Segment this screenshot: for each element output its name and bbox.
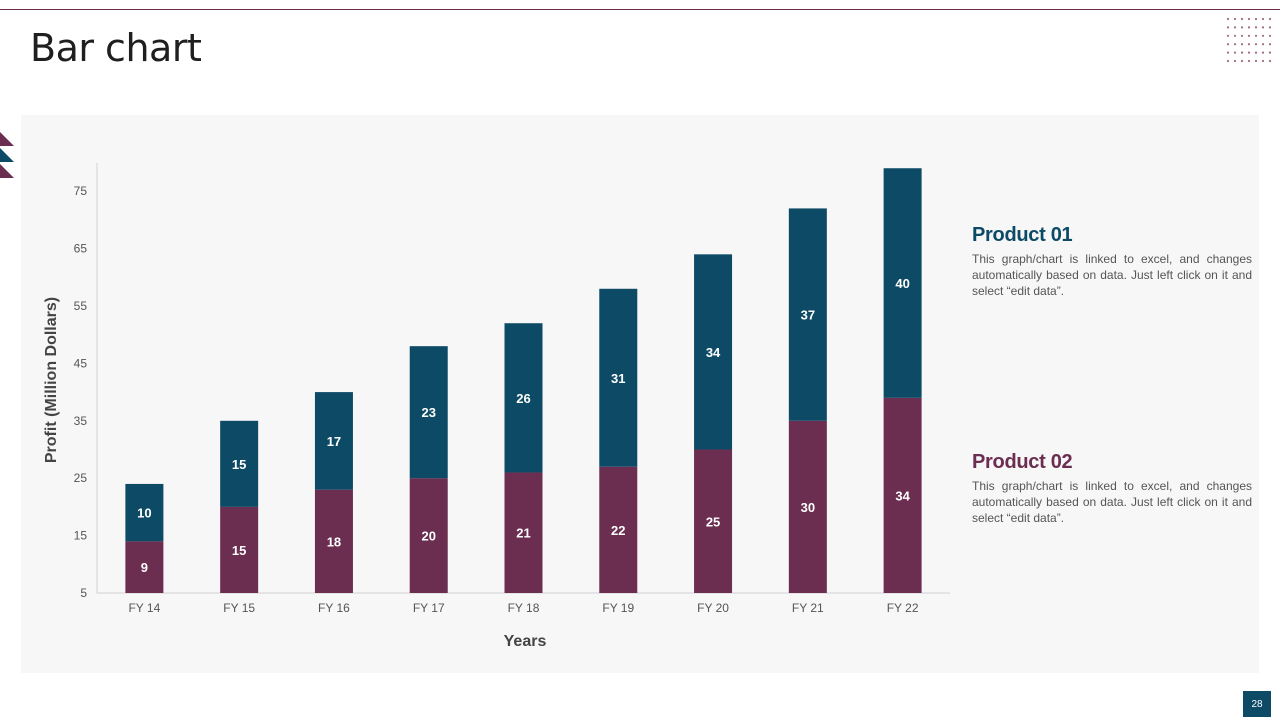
y-axis-title: Profit (Million Dollars) — [43, 297, 60, 463]
data-label-product-01: 26 — [516, 391, 530, 406]
bar-product-02 — [220, 506, 259, 593]
page-title: Bar chart — [30, 26, 202, 70]
bar-product-02 — [409, 478, 448, 593]
bar-product-02 — [314, 489, 353, 593]
x-tick-label: FY 16 — [318, 601, 350, 615]
bar-product-02 — [504, 472, 543, 593]
legend-description-product-01: This graph/chart is linked to excel, and… — [972, 252, 1252, 298]
bar-product-01 — [314, 392, 353, 490]
y-tick-label: 15 — [74, 529, 88, 543]
bar-product-02 — [883, 397, 922, 593]
data-label-product-01: 15 — [232, 457, 246, 472]
bar-product-01 — [883, 168, 922, 398]
data-label-product-01: 37 — [801, 308, 815, 323]
data-label-product-01: 23 — [421, 405, 435, 420]
top-accent-rule — [0, 9, 1280, 10]
data-label-product-02: 34 — [895, 488, 910, 503]
y-tick-label: 35 — [74, 414, 88, 428]
bar-product-01 — [125, 483, 164, 542]
bar-product-02 — [694, 449, 733, 593]
data-label-product-02: 9 — [141, 560, 148, 575]
data-label-product-02: 30 — [801, 500, 815, 515]
bar-product-01 — [788, 208, 827, 421]
bar-product-02 — [125, 541, 164, 593]
y-tick-label: 75 — [74, 184, 88, 198]
side-triangles-decoration — [0, 132, 14, 178]
bar-product-01 — [504, 323, 543, 473]
y-tick-label: 55 — [74, 299, 88, 313]
data-label-product-02: 18 — [327, 534, 341, 549]
x-tick-label: FY 17 — [413, 601, 445, 615]
dot-grid-decoration — [1226, 17, 1272, 63]
legend-description-product-02: This graph/chart is linked to excel, and… — [972, 479, 1252, 525]
bar-product-01 — [409, 346, 448, 479]
x-tick-label: FY 21 — [792, 601, 824, 615]
data-label-product-01: 34 — [706, 345, 721, 360]
x-tick-label: FY 22 — [887, 601, 919, 615]
y-tick-label: 45 — [74, 356, 88, 370]
legend-title-product-02: Product 02 — [972, 451, 1073, 473]
page-number-badge: 28 — [1243, 691, 1271, 717]
data-label-product-01: 40 — [895, 276, 909, 291]
data-label-product-01: 31 — [611, 371, 625, 386]
y-tick-label: 65 — [74, 242, 88, 256]
data-label-product-02: 21 — [516, 526, 530, 541]
legend-product-01: Product 01 This graph/chart is linked to… — [972, 224, 1252, 299]
bar-product-02 — [599, 466, 638, 593]
data-label-product-01: 17 — [327, 434, 341, 449]
data-label-product-02: 22 — [611, 523, 625, 538]
x-tick-label: FY 14 — [128, 601, 160, 615]
data-label-product-02: 20 — [421, 529, 435, 544]
bar-product-01 — [220, 420, 259, 507]
data-label-product-02: 15 — [232, 543, 246, 558]
y-tick-label: 25 — [74, 471, 88, 485]
x-tick-label: FY 20 — [697, 601, 729, 615]
y-tick-label: 5 — [80, 586, 87, 600]
bar-product-01 — [694, 254, 733, 450]
legend-product-02: Product 02 This graph/chart is linked to… — [972, 451, 1252, 526]
legend-title-product-01: Product 01 — [972, 224, 1073, 246]
data-label-product-02: 25 — [706, 514, 720, 529]
x-axis-title: Years — [504, 633, 547, 650]
data-label-product-01: 10 — [137, 506, 151, 521]
x-tick-label: FY 19 — [602, 601, 634, 615]
x-tick-label: FY 15 — [223, 601, 255, 615]
bar-product-02 — [788, 420, 827, 593]
x-tick-label: FY 18 — [508, 601, 540, 615]
bar-product-01 — [599, 288, 638, 467]
